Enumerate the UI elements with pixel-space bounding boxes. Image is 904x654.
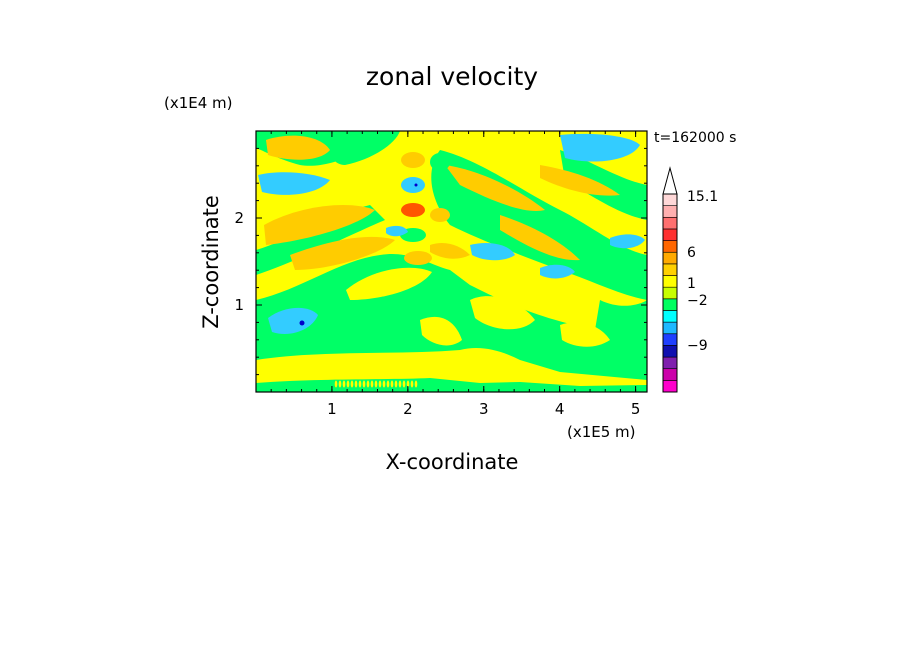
- field-ripple: [350, 380, 354, 388]
- field-region: [500, 215, 580, 261]
- time-label: t=162000 s: [654, 130, 736, 146]
- field-region: [386, 225, 408, 237]
- y-tick-label: 1: [234, 296, 244, 314]
- colorbar-segment: [662, 286, 678, 300]
- field-ripple: [386, 380, 390, 388]
- field-ripple: [346, 380, 350, 388]
- field-ripple: [414, 380, 418, 388]
- colorbar-label: 6: [687, 245, 696, 261]
- field-region: [540, 264, 575, 279]
- field-ripple: [366, 380, 370, 388]
- x-tick-label: 2: [403, 400, 413, 418]
- field-region: [264, 205, 375, 245]
- colorbar-segment: [662, 368, 678, 381]
- field-ripple: [358, 380, 362, 388]
- field-ripple: [342, 380, 346, 388]
- colorbar-overflow-arrow: [662, 166, 678, 195]
- colorbar-segment: [662, 240, 678, 253]
- colorbar-label: −2: [687, 293, 708, 309]
- x-unit-label: (x1E5 m): [567, 423, 636, 441]
- x-tick-label: 1: [327, 400, 337, 418]
- y-tick-label: 2: [234, 209, 244, 227]
- colorbar-segment: [662, 298, 678, 311]
- field-ripple: [378, 380, 382, 388]
- field-region: [470, 243, 515, 261]
- colorbar-label: 15.1: [687, 189, 718, 205]
- colorbar-label: 1: [687, 276, 696, 292]
- colorbar-frame: [662, 193, 678, 393]
- field-region: [258, 172, 330, 195]
- colorbar-segment: [662, 205, 678, 218]
- field-ripple: [406, 380, 410, 388]
- colorbar-segment: [662, 216, 678, 230]
- field-region: [401, 177, 425, 193]
- field-ripple: [382, 380, 386, 388]
- colorbar-segment: [662, 321, 678, 335]
- colorbar-segment: [662, 333, 678, 346]
- field-region: [328, 131, 400, 165]
- colorbar-segment: [662, 310, 678, 323]
- x-tick-label: 4: [555, 400, 565, 418]
- field-region: [290, 236, 395, 270]
- x-axis-label: X-coordinate: [386, 450, 519, 474]
- field-region: [299, 320, 305, 326]
- colorbar-segment: [662, 251, 678, 265]
- x-axis: 1 2 3 4 5: [270, 131, 641, 418]
- colorbar-segment: [662, 356, 678, 370]
- plot-frame: [255, 130, 648, 393]
- field-ripple: [374, 380, 378, 388]
- x-tick-label: 5: [631, 400, 641, 418]
- field-region: [414, 183, 418, 187]
- y-axis-label: Z-coordinate: [199, 195, 223, 329]
- field-ripple: [410, 380, 414, 388]
- field-region: [445, 165, 545, 211]
- field-ripple: [334, 380, 338, 388]
- field-region: [401, 152, 425, 168]
- colorbar-segment: [662, 380, 678, 393]
- y-axis: 12: [234, 147, 647, 376]
- field-ripple: [370, 380, 374, 388]
- field-region: [430, 208, 450, 222]
- field-region: [346, 267, 432, 300]
- field-region: [401, 203, 425, 217]
- field-region: [610, 234, 645, 249]
- chart-title: zonal velocity: [366, 62, 538, 91]
- field-ripple: [338, 380, 342, 388]
- colorbar-segment: [662, 275, 678, 288]
- field-region: [430, 153, 450, 171]
- field-region: [560, 322, 610, 347]
- field-ripple: [398, 380, 402, 388]
- colorbar-label: −9: [687, 338, 708, 354]
- field-region: [470, 296, 535, 330]
- field-region: [256, 378, 647, 392]
- field-ripple: [402, 380, 406, 388]
- field-region: [595, 300, 647, 347]
- field-region: [430, 243, 470, 259]
- y-unit-label: (x1E4 m): [164, 94, 233, 112]
- plot-area: [256, 131, 647, 392]
- field-region: [540, 165, 620, 196]
- field-region: [268, 307, 318, 335]
- field-region: [420, 316, 462, 346]
- field-region: [266, 135, 330, 160]
- field-ripple: [354, 380, 358, 388]
- field-ripple: [394, 380, 398, 388]
- colorbar: 15.1 6 1−2 −9: [662, 166, 718, 393]
- field-region: [404, 251, 432, 265]
- field-ripple: [390, 380, 394, 388]
- colorbar-segment: [662, 228, 678, 241]
- field-region: [560, 133, 640, 162]
- field-ripples: [334, 380, 418, 388]
- colorbar-segment: [662, 263, 678, 276]
- x-tick-label: 3: [479, 400, 489, 418]
- colorbar-segment: [662, 193, 678, 206]
- colorbar-segment: [662, 345, 678, 358]
- field-ripple: [362, 380, 366, 388]
